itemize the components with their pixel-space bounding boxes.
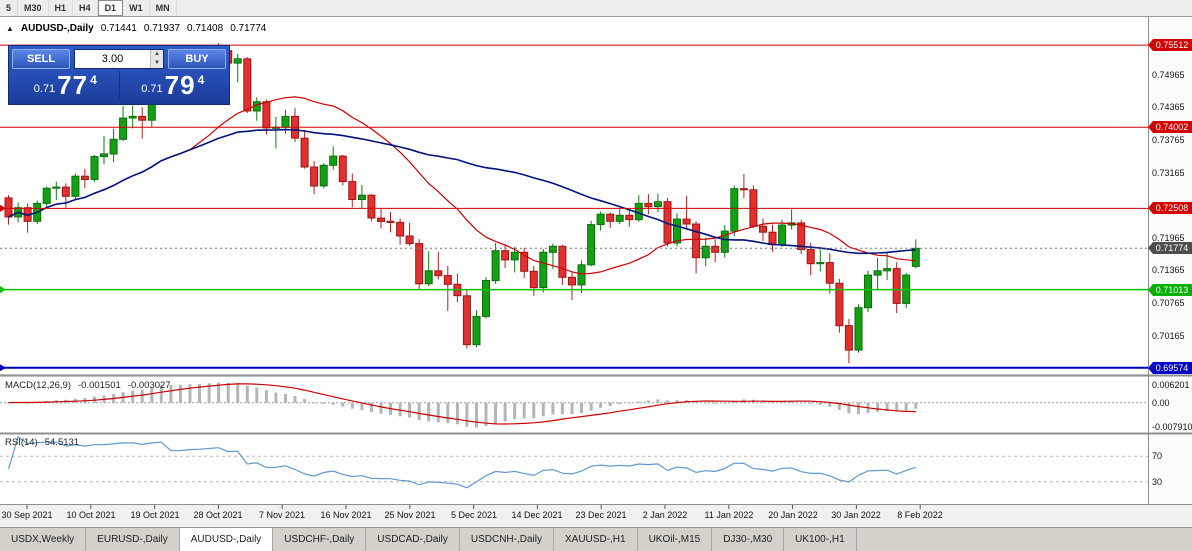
price-axis-tick: 0.70765 xyxy=(1152,298,1185,308)
price-axis-tick: 0.74965 xyxy=(1152,70,1185,80)
price-axis-tick: 0.73765 xyxy=(1152,135,1185,145)
price-axis-tick: 0.71965 xyxy=(1152,233,1185,243)
macd-indicator-label: MACD(12,26,9) -0.001501 -0.003027 xyxy=(5,380,171,391)
rsi-axis-70: 70 xyxy=(1152,451,1163,461)
macd-signal-value: -0.003027 xyxy=(127,380,171,391)
date-label: 20 Jan 2022 xyxy=(768,510,818,520)
buy-price-sup: 4 xyxy=(197,73,205,87)
volume-spinner: ▲ ▼ xyxy=(150,50,163,68)
date-label: 30 Sep 2021 xyxy=(1,510,53,520)
chart-tab-usdx-weekly[interactable]: USDX,Weekly xyxy=(0,528,87,551)
date-label: 30 Jan 2022 xyxy=(831,510,881,520)
price-badge-0.71774: 0.71774 xyxy=(1148,242,1192,254)
chart-tab-usdchf-daily[interactable]: USDCHF-,Daily xyxy=(273,528,367,551)
sell-price-prefix: 0.71 xyxy=(33,83,56,95)
chart-tab-eurusd-daily[interactable]: EURUSD-,Daily xyxy=(86,528,180,551)
price-axis-tick: 0.74365 xyxy=(1152,102,1185,112)
price-axis-tick: 0.73165 xyxy=(1152,168,1185,178)
volume-input[interactable]: 3.00 ▲ ▼ xyxy=(74,49,164,69)
ma-slow-line xyxy=(8,128,916,255)
rsi-axis-30: 30 xyxy=(1152,477,1163,487)
macd-name: MACD(12,26,9) xyxy=(5,380,71,391)
date-label: 10 Oct 2021 xyxy=(66,510,116,520)
date-label: 8 Feb 2022 xyxy=(897,510,943,520)
timeframe-button-mn[interactable]: MN xyxy=(150,0,177,16)
sell-price-big: 77 xyxy=(57,70,89,100)
macd-main-value: -0.001501 xyxy=(78,380,121,391)
level-marker-icon[interactable] xyxy=(0,204,6,212)
sell-button[interactable]: SELL xyxy=(12,49,70,69)
macd-axis-min: -0.007910 xyxy=(1152,422,1192,432)
date-label: 7 Nov 2021 xyxy=(258,510,306,520)
price-badge-0.74002: 0.74002 xyxy=(1148,121,1192,133)
timeframe-button-h1[interactable]: H1 xyxy=(49,0,74,16)
date-label: 14 Dec 2021 xyxy=(511,510,563,520)
date-label: 23 Dec 2021 xyxy=(575,510,627,520)
chart-tab-usdcad-daily[interactable]: USDCAD-,Daily xyxy=(366,528,460,551)
date-label: 2 Jan 2022 xyxy=(642,510,688,520)
symbol-period-label: AUDUSD-,Daily xyxy=(20,23,94,34)
chart-tab-audusd-daily[interactable]: AUDUSD-,Daily xyxy=(179,528,274,551)
macd-axis-zero: 0.00 xyxy=(1152,398,1170,408)
price-badge-0.71013: 0.71013 xyxy=(1148,284,1192,296)
date-label: 25 Nov 2021 xyxy=(384,510,436,520)
date-label: 19 Oct 2021 xyxy=(130,510,180,520)
ohlc-high: 0.71937 xyxy=(143,23,181,34)
chart-tab-uk100-h1[interactable]: UK100-,H1 xyxy=(784,528,857,551)
buy-price-prefix: 0.71 xyxy=(141,83,163,95)
chart-tab-bar: USDX,Weekly EURUSD-,Daily AUDUSD-,Daily USD… xyxy=(0,527,1192,551)
sell-price[interactable]: 0.71 77 4 xyxy=(12,70,119,100)
volume-down-icon[interactable]: ▼ xyxy=(151,59,163,68)
chart-tab-ukoil-m15[interactable]: UKOil-,M15 xyxy=(638,528,713,551)
collapse-chart-icon[interactable]: ▲ xyxy=(6,24,14,33)
macd-signal-line xyxy=(8,383,916,425)
macd-axis-max: 0.006201 xyxy=(1152,380,1190,390)
rsi-indicator-label: RSI(14) 54.5131 xyxy=(5,437,79,448)
buy-price-big: 79 xyxy=(164,70,196,100)
buy-button[interactable]: BUY xyxy=(168,49,226,69)
price-axis-tick: 0.70165 xyxy=(1152,331,1185,341)
date-label: 16 Nov 2021 xyxy=(320,510,372,520)
panel-divider xyxy=(118,71,120,99)
date-label: 5 Dec 2021 xyxy=(450,510,498,520)
volume-up-icon[interactable]: ▲ xyxy=(151,50,163,59)
one-click-trading-panel: SELL 3.00 ▲ ▼ BUY 0.71 77 4 0.71 79 4 xyxy=(8,45,230,105)
rsi-value: 54.5131 xyxy=(44,437,80,448)
ohlc-close: 0.71774 xyxy=(230,23,267,34)
date-label: 28 Oct 2021 xyxy=(193,510,243,520)
price-badge-0.69574: 0.69574 xyxy=(1148,362,1192,374)
date-label: 11 Jan 2022 xyxy=(704,510,754,520)
chart-tab-usdcnh-daily[interactable]: USDCNH-,Daily xyxy=(460,528,554,551)
rsi-name: RSI(14) xyxy=(5,437,38,448)
timeframe-button-w1[interactable]: W1 xyxy=(123,0,150,16)
level-marker-icon[interactable] xyxy=(0,286,6,294)
macd-histogram xyxy=(7,382,918,428)
timeframe-button-m30[interactable]: M30 xyxy=(18,0,49,16)
chart-tab-xauusd-h1[interactable]: XAUUSD-,H1 xyxy=(554,528,638,551)
price-badge-0.75512: 0.75512 xyxy=(1148,39,1192,51)
volume-value[interactable]: 3.00 xyxy=(101,53,124,65)
rsi-line xyxy=(7,436,916,489)
chart-tab-dj30-m30[interactable]: DJ30-,M30 xyxy=(712,528,785,551)
ohlc-open: 0.71441 xyxy=(100,23,137,34)
timeframe-button-5[interactable]: 5 xyxy=(0,0,19,16)
sell-price-sup: 4 xyxy=(90,73,97,87)
timeframe-button-h4[interactable]: H4 xyxy=(73,0,98,16)
price-axis-tick: 0.71365 xyxy=(1152,265,1185,275)
buy-price[interactable]: 0.71 79 4 xyxy=(120,70,227,100)
chart-title: ▲ AUDUSD-,Daily 0.71441 0.71937 0.71408 … xyxy=(6,23,266,34)
level-marker-icon[interactable] xyxy=(0,364,6,372)
timeframe-toolbar: 5 M30 H1 H4 D1 W1 MN xyxy=(0,0,1192,17)
ohlc-low: 0.71408 xyxy=(187,23,224,34)
price-badge-0.72508: 0.72508 xyxy=(1148,202,1192,214)
timeframe-button-d1[interactable]: D1 xyxy=(97,0,124,16)
